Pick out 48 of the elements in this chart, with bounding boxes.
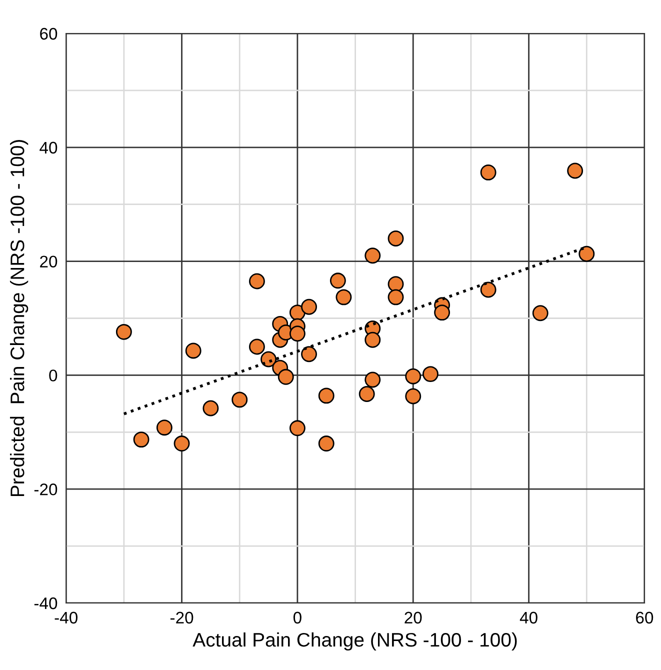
point xyxy=(318,388,334,404)
point xyxy=(480,164,496,180)
point xyxy=(388,230,404,246)
point xyxy=(364,372,381,388)
point xyxy=(232,392,248,408)
point xyxy=(133,432,150,448)
x-tick-label: -40 xyxy=(54,612,78,624)
y-tick-label: -40 xyxy=(34,597,58,610)
point xyxy=(174,436,190,452)
y-tick-label: 20 xyxy=(40,256,58,268)
point xyxy=(202,400,219,416)
point xyxy=(388,289,404,306)
y-tick-label: 60 xyxy=(40,28,58,40)
point xyxy=(532,305,548,322)
y-tick-label: 40 xyxy=(40,142,58,154)
point xyxy=(289,420,306,436)
point xyxy=(301,298,317,315)
point xyxy=(185,342,202,359)
point xyxy=(405,388,422,404)
point xyxy=(330,272,346,289)
x-axis-title: Actual Pain Change (NRS -100 - 100) xyxy=(192,632,517,651)
y-tick-label: 0 xyxy=(49,370,58,382)
point xyxy=(156,420,172,436)
point xyxy=(116,324,132,340)
point xyxy=(578,246,595,262)
point xyxy=(248,338,265,355)
x-tick-label: 60 xyxy=(636,612,654,624)
point xyxy=(364,248,381,264)
y-axis-title: Predicted Pain Change (NRS -100 - 100) xyxy=(10,140,28,496)
point xyxy=(278,368,294,385)
x-tick-label: 20 xyxy=(404,612,422,624)
point xyxy=(388,276,404,292)
point xyxy=(422,366,438,382)
point xyxy=(301,346,317,362)
x-tick-label: -20 xyxy=(170,612,194,624)
point xyxy=(405,368,422,384)
point xyxy=(336,289,352,306)
point xyxy=(358,386,375,402)
x-tick-label: 40 xyxy=(520,612,538,624)
x-tick-label: 0 xyxy=(293,612,302,624)
point xyxy=(434,304,450,321)
point xyxy=(567,162,584,179)
point xyxy=(248,273,265,290)
point xyxy=(480,282,496,298)
point xyxy=(289,326,306,342)
point xyxy=(318,436,334,452)
point xyxy=(364,332,381,348)
y-tick-label: -20 xyxy=(34,484,58,496)
